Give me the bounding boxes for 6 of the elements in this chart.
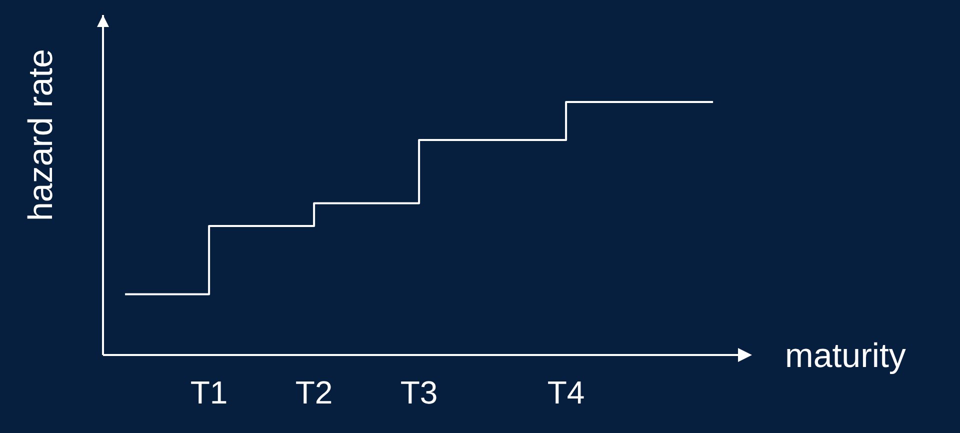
x-tick-label: T3 <box>400 374 438 411</box>
x-tick-label: T2 <box>295 374 333 411</box>
x-tick-label: T4 <box>547 374 585 411</box>
x-axis-title: maturity <box>785 337 906 375</box>
y-axis-title: hazard rate <box>22 49 60 221</box>
x-tick-label: T1 <box>190 374 228 411</box>
